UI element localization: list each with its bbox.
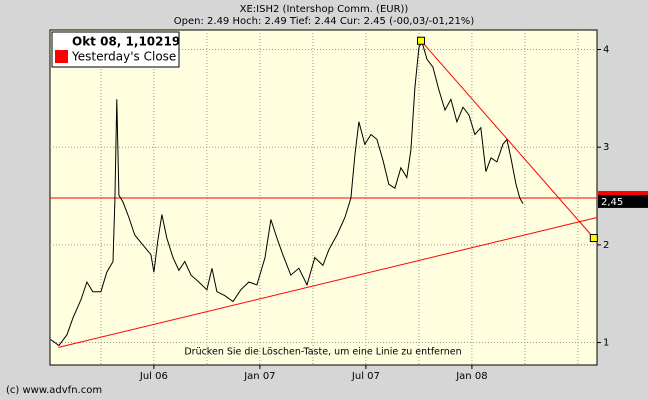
chart-title: XE:ISH2 (Intershop Comm. (EUR)) [240,4,409,15]
price-line [50,40,524,347]
x-tick-label: Jul 06 [139,371,168,382]
x-tick-label: Jan 07 [243,371,275,382]
y-tick-label: 3 [603,142,609,153]
y-tick-label: 4 [603,45,609,56]
legend: Okt 08, 1,10219 Yesterday's Close [51,31,180,68]
current-box [598,194,648,208]
legend-box [51,31,180,68]
trend-line [58,217,598,348]
trend-handle [589,234,598,243]
y-tick-label: 1 [603,338,609,349]
trend-handle [417,36,426,45]
trend-line [420,40,595,239]
legend-label: Yesterday's Close [71,50,176,64]
legend-swatch [55,50,68,63]
yesterday-close-tab [598,190,648,195]
y-tick-label: 2 [603,240,609,251]
current-label: 2,45 [601,197,623,208]
x-tick-label: Jul 07 [351,371,380,382]
hint: Drücken Sie die Löschen-Taste, um eine L… [184,347,461,358]
copyright: (c) www.advfn.com [6,385,102,396]
plot [50,30,598,365]
x-tick-label: Jan 08 [455,371,487,382]
chart-subtitle: Open: 2.49 Hoch: 2.49 Tief: 2.44 Cur: 2.… [174,16,475,27]
legend-title: Okt 08, 1,10219 [72,35,180,49]
